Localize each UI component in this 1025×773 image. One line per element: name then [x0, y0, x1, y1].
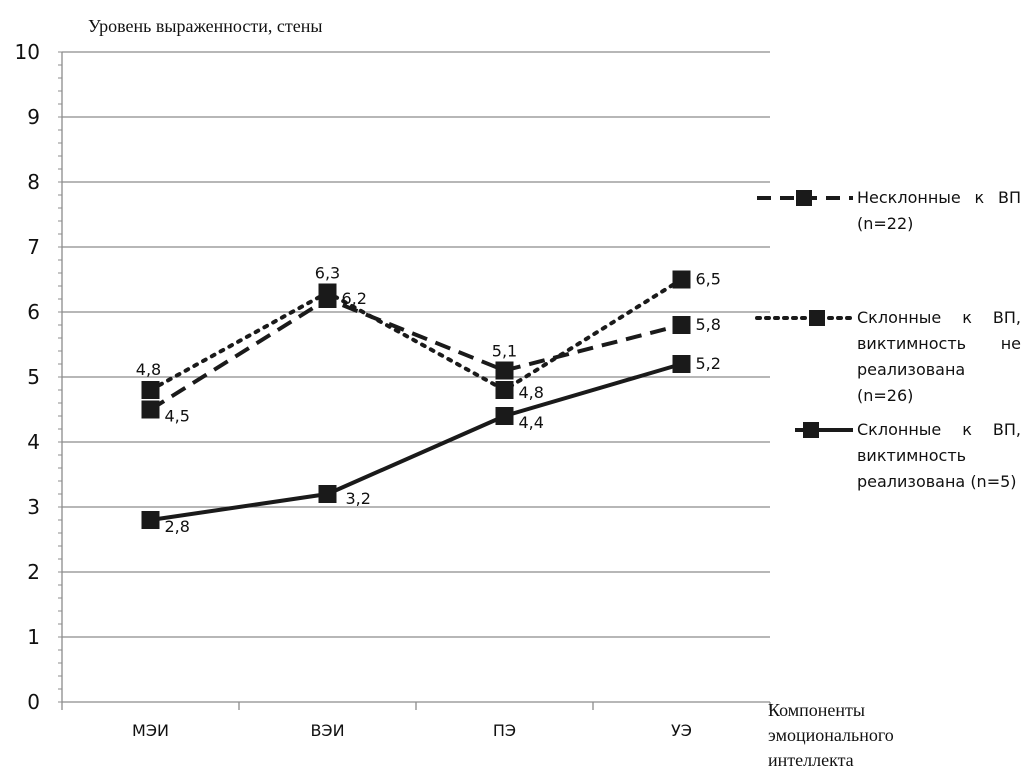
x-tick-label: ПЭ — [493, 721, 516, 740]
y-tick-label: 3 — [27, 495, 40, 519]
x-tick-label: УЭ — [671, 721, 692, 740]
legend-label-series-2: Склонные к ВП, виктимность не реализован… — [857, 308, 1021, 405]
data-point-series-2 — [672, 270, 691, 289]
data-point-series-3 — [141, 511, 160, 529]
legend-swatch-solid — [795, 422, 853, 438]
y-tick-label: 10 — [15, 40, 40, 64]
data-point-series-1 — [672, 316, 691, 334]
x-axis: МЭИ ВЭИ ПЭ УЭ — [61, 701, 771, 740]
data-point-series-1 — [495, 361, 514, 380]
data-point-series-3 — [495, 407, 514, 425]
x-tick-label: ВЭИ — [310, 721, 344, 740]
y-tick-label: 2 — [27, 560, 40, 584]
data-labels: 4,5 6,2 5,1 5,8 4,8 6,3 4,8 6,5 2,8 3,2 4,4 5,2 — [136, 264, 721, 537]
data-label-series-1: 6,2 — [342, 289, 367, 308]
data-point-series-1 — [141, 400, 160, 419]
y-axis-title: Уровень выраженности, стены — [88, 16, 323, 36]
series-group — [141, 270, 691, 529]
data-label-series-1: 5,1 — [492, 342, 517, 361]
data-point-series-2 — [141, 381, 160, 399]
series-line-1 — [149, 297, 682, 412]
y-tick-label: 0 — [27, 690, 40, 714]
gridlines — [62, 51, 770, 638]
y-tick-label: 4 — [27, 430, 40, 454]
data-label-series-2: 6,5 — [696, 270, 721, 289]
data-point-series-3 — [318, 485, 337, 503]
y-tick-label: 5 — [27, 365, 40, 389]
data-label-series-2: 4,8 — [519, 383, 544, 402]
data-point-series-2 — [318, 283, 337, 302]
y-tick-label: 6 — [27, 300, 40, 324]
data-label-series-2: 4,8 — [136, 360, 161, 379]
legend-label-series-1: Несклонные к ВП (n=22) — [857, 188, 1021, 233]
data-point-series-3 — [672, 355, 691, 373]
y-tick-label: 9 — [27, 105, 40, 129]
data-label-series-3: 5,2 — [696, 354, 721, 373]
y-tick-label: 8 — [27, 170, 40, 194]
series-line-2 — [148, 277, 684, 392]
y-tick-label: 1 — [27, 625, 40, 649]
data-label-series-3: 3,2 — [346, 489, 371, 508]
data-point-series-2 — [495, 381, 514, 399]
y-tick-label: 7 — [27, 235, 40, 259]
data-label-series-3: 2,8 — [165, 517, 190, 536]
data-label-series-1: 4,5 — [165, 407, 190, 426]
data-label-series-1: 5,8 — [696, 315, 721, 334]
data-label-series-2: 6,3 — [315, 264, 340, 283]
legend-swatch-dotted — [755, 310, 855, 326]
x-tick-label: МЭИ — [132, 721, 169, 740]
x-axis-title: Компоненты эмоционального интеллекта — [768, 700, 894, 770]
series-line-3 — [150, 362, 683, 522]
data-label-series-3: 4,4 — [519, 413, 544, 432]
legend-swatch-dashed — [757, 190, 853, 206]
legend-label-series-3: Склонные к ВП, виктимность реализована (… — [857, 420, 1021, 491]
y-axis: 0 1 2 3 4 5 6 7 8 9 10 — [15, 40, 63, 714]
